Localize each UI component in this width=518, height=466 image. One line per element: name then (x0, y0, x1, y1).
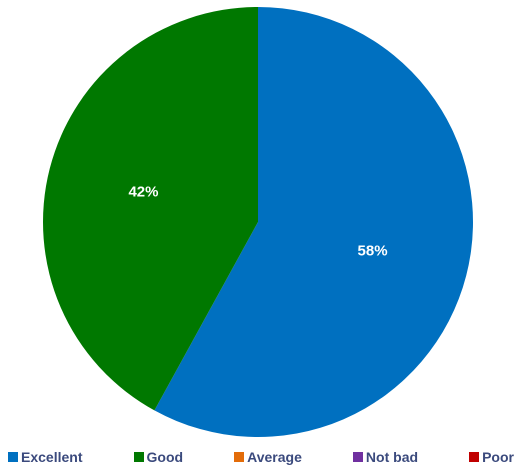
legend-label-good: Good (146, 449, 184, 465)
legend-swatch-not-bad (352, 452, 363, 462)
legend-label-excellent: Excellent (21, 449, 83, 465)
data-label-excellent: 58% (358, 242, 388, 259)
legend-label-poor: Poor (482, 449, 514, 465)
legend-item-average: Average (234, 449, 302, 465)
chart-legend: Excellent Good Average Not bad Poor (0, 448, 518, 466)
legend-swatch-excellent (8, 452, 18, 462)
pie-slices (42, 7, 473, 437)
legend-label-average: Average (247, 449, 302, 465)
legend-item-poor: Poor (469, 449, 514, 465)
legend-item-excellent: Excellent (8, 449, 82, 465)
pie-chart: 58% 42% (42, 7, 473, 437)
legend-swatch-good (133, 452, 144, 462)
pie-slice-good (42, 7, 258, 411)
legend-swatch-average (234, 452, 245, 462)
legend-item-good: Good (133, 449, 184, 465)
legend-item-not-bad: Not bad (352, 449, 419, 465)
legend-label-not-bad: Not bad (365, 449, 419, 465)
pie-data-labels: 58% 42% (128, 184, 387, 260)
data-label-good: 42% (128, 184, 158, 201)
pie-slice-excellent (154, 7, 473, 437)
legend-swatch-poor (469, 452, 480, 462)
